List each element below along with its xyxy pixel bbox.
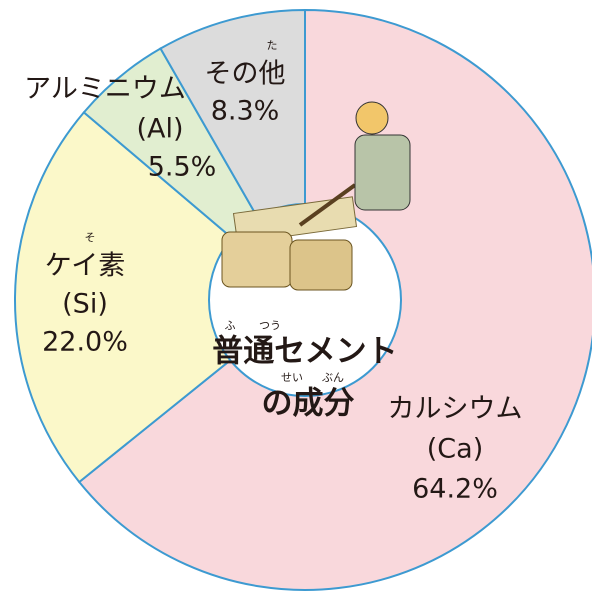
title-ruby: ふ <box>225 319 236 332</box>
illustration <box>221 101 411 291</box>
chart-title: の成分 <box>262 386 355 422</box>
slice-symbol: (Si) <box>62 289 108 320</box>
slice <box>14 110 307 484</box>
slice-symbol: (Ca) <box>427 434 483 465</box>
title-ruby: せい <box>281 371 303 384</box>
value-label: 5.5% <box>148 152 217 183</box>
slice-ruby: た <box>267 39 278 52</box>
value-label: 64.2% <box>412 474 498 505</box>
title-ruby: つう <box>259 319 281 332</box>
value-label: 8.3% <box>211 96 280 127</box>
value-label: 22.0% <box>42 327 128 358</box>
slice-label: アルミニウム <box>24 74 186 105</box>
slice-label: その他 <box>205 59 286 90</box>
title-ruby: ぶん <box>322 371 344 384</box>
chart-title: 普通セメント <box>212 334 397 370</box>
slice-label: カルシウム <box>388 394 523 425</box>
slice-symbol: (Al) <box>136 114 183 145</box>
slice-label: ケイ素 <box>45 251 125 282</box>
slice-ruby: そ <box>85 231 96 244</box>
